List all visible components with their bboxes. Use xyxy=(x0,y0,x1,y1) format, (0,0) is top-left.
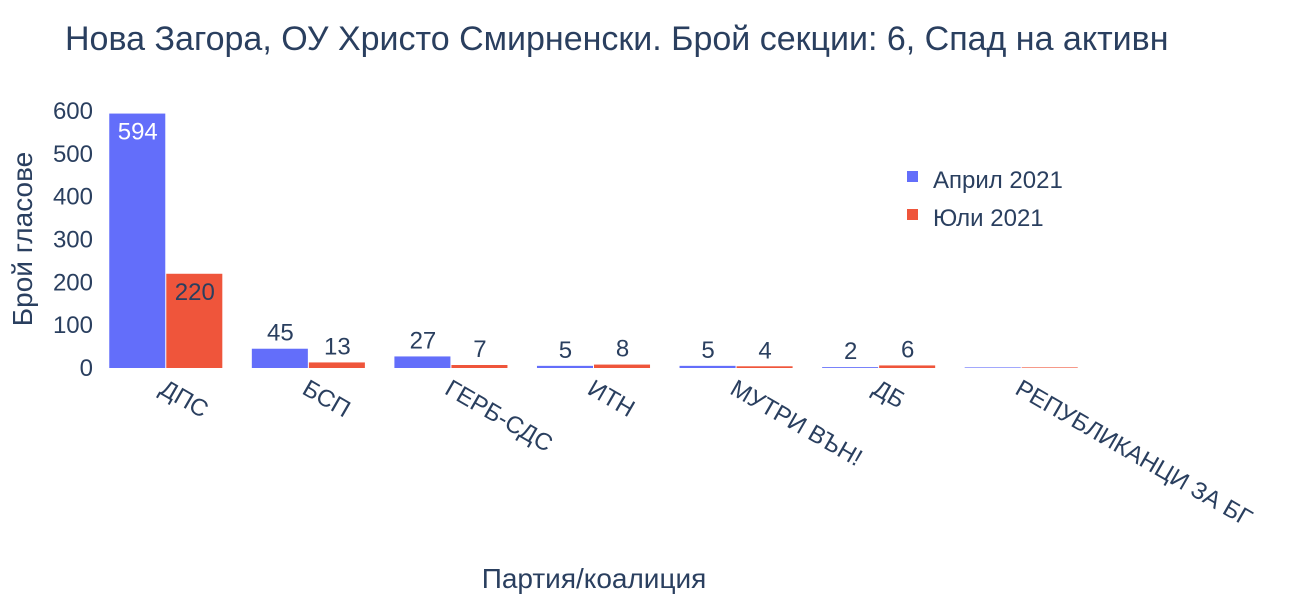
y-axis-ticks: 0 100 200 300 400 500 600 xyxy=(53,98,93,382)
bar-value-label: 5 xyxy=(701,337,714,364)
bar xyxy=(536,365,593,368)
legend-label: Юли 2021 xyxy=(933,205,1044,232)
y-tick-label: 600 xyxy=(53,98,93,125)
bar-value-label: 5 xyxy=(559,337,572,364)
legend-swatch xyxy=(907,209,918,220)
bar-value-label: 8 xyxy=(616,336,629,363)
x-axis-title: Партия/коалиция xyxy=(482,563,707,594)
y-tick-label: 100 xyxy=(53,312,93,339)
x-tick-label: ДПС xyxy=(155,375,213,424)
bar xyxy=(394,356,451,368)
y-tick-label: 0 xyxy=(80,355,93,382)
y-axis-title: Брой гласове xyxy=(7,152,38,326)
legend[interactable]: Април 2021 Юли 2021 xyxy=(907,167,1063,232)
bar xyxy=(822,367,879,368)
bar xyxy=(166,273,223,368)
bar-value-label: 6 xyxy=(901,336,914,363)
bar-value-label: 13 xyxy=(324,333,351,360)
bar-value-label: 220 xyxy=(175,279,215,306)
x-axis-ticks: ДПС БСП ГЕРБ-СДС ИТН МУТРИ ВЪН! ДБ РЕПУБЛИКАНЦ… xyxy=(155,375,1256,532)
bars xyxy=(109,113,1078,368)
bar xyxy=(736,366,793,368)
x-tick-label: ДБ xyxy=(868,375,909,414)
bar xyxy=(109,113,166,368)
legend-label: Април 2021 xyxy=(933,167,1063,194)
bar xyxy=(679,365,736,368)
bar xyxy=(1021,367,1078,368)
x-tick-label: ИТН xyxy=(583,375,639,423)
bar-value-label: 27 xyxy=(410,327,437,354)
y-tick-label: 200 xyxy=(53,269,93,296)
bar-value-label: 45 xyxy=(267,320,294,347)
x-tick-label: РЕПУБЛИКАНЦИ ЗА БГ xyxy=(1011,375,1257,532)
bar-value-label: 594 xyxy=(118,119,158,146)
bar xyxy=(308,362,365,368)
data-labels: 594 220 45 13 27 7 5 8 5 4 2 6 xyxy=(118,119,915,366)
bar-value-label: 7 xyxy=(473,336,486,363)
chart-title: Нова Загора, ОУ Христо Смирненски. Брой … xyxy=(65,20,1169,58)
bar-value-label: 4 xyxy=(758,337,771,364)
y-tick-label: 300 xyxy=(53,227,93,254)
x-tick-label: ГЕРБ-СДС xyxy=(440,375,557,458)
bar xyxy=(451,365,508,368)
bar xyxy=(879,365,936,368)
bar xyxy=(594,364,651,368)
x-tick-label: БСП xyxy=(298,375,355,423)
y-tick-label: 400 xyxy=(53,184,93,211)
bar-value-label: 2 xyxy=(844,338,857,365)
bar xyxy=(964,367,1021,368)
legend-swatch xyxy=(907,171,918,182)
x-tick-label: МУТРИ ВЪН! xyxy=(726,375,867,472)
bar xyxy=(251,348,308,368)
y-tick-label: 500 xyxy=(53,141,93,168)
